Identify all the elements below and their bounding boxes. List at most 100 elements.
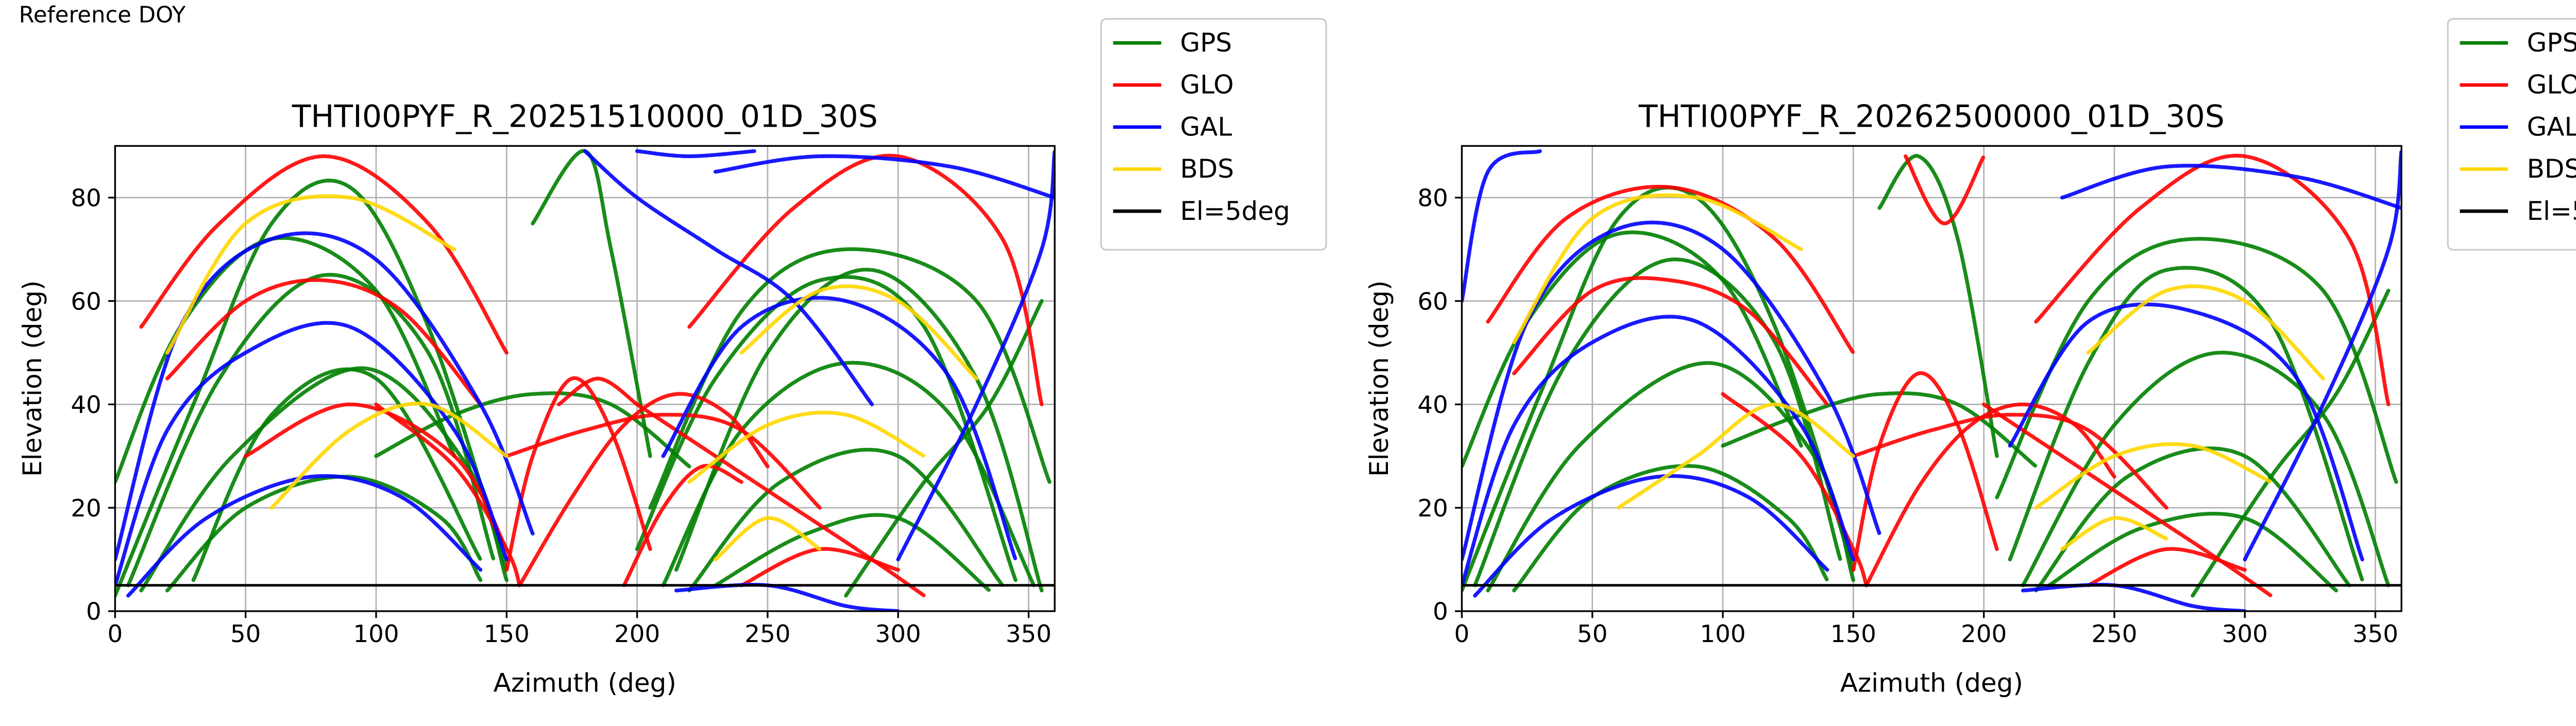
tick-label-x: 350: [2352, 620, 2398, 648]
arc-gal: [115, 321, 509, 587]
tick-label-x: 0: [1454, 620, 1470, 648]
arc-gps: [1995, 237, 2398, 499]
arc-gal: [635, 149, 757, 159]
arc-gal: [2243, 149, 2402, 562]
arc-glo: [1864, 402, 2116, 587]
arc-glo: [1981, 402, 2273, 598]
legend-label: BDS: [2527, 154, 2576, 184]
tick-label-y: 20: [1417, 495, 1448, 523]
arc-glo: [1851, 412, 2168, 510]
arc-bds: [713, 516, 822, 562]
tick-label-x: 0: [108, 620, 123, 648]
arc-gal: [2060, 164, 2402, 210]
arc-gps: [674, 268, 1044, 593]
arc-bds: [2086, 284, 2325, 381]
arc-gps: [191, 367, 483, 582]
arc-gps: [713, 513, 992, 593]
legend-label: GPS: [2527, 28, 2576, 58]
arc-gal: [1462, 220, 1882, 562]
y-axis-label: Elevation (deg): [18, 280, 47, 476]
arc-gps: [126, 273, 496, 587]
arc-bds: [739, 284, 978, 381]
legend-label: GAL: [2527, 112, 2576, 142]
tick-label-x: 50: [1577, 620, 1607, 648]
arc-gal: [674, 582, 900, 611]
tick-label-x: 100: [353, 620, 399, 648]
legend-label: GLO: [1180, 70, 1234, 100]
tick-label-y: 60: [1417, 288, 1448, 316]
y-axis-label: Elevation (deg): [1364, 280, 1394, 476]
legend-label: GAL: [1180, 112, 1232, 142]
arc-gps: [1462, 185, 1856, 593]
arc-bds: [687, 410, 926, 484]
tick-label-x: 250: [2091, 620, 2137, 648]
arc-gps: [2034, 446, 2351, 593]
arc-glo: [1721, 392, 1869, 587]
arc-glo: [1486, 184, 1856, 355]
plot-frame: [1461, 145, 2402, 612]
arc-gps: [1462, 230, 1803, 469]
tick-label-x: 150: [484, 620, 530, 648]
tick-label-y: 80: [71, 184, 101, 212]
legend: GPS GLO GAL BDS El=5deg: [1100, 18, 1327, 251]
arc-glo: [165, 278, 483, 407]
figure-header-text: Reference DOY: [19, 3, 186, 29]
tick-label-y: 0: [1433, 598, 1448, 626]
arc-glo: [504, 376, 652, 572]
tick-label-x: 350: [1006, 620, 1052, 648]
arc-gps: [2021, 351, 2391, 587]
arc-gps: [115, 179, 509, 598]
arc-bds: [165, 194, 456, 355]
legend-box: [2447, 18, 2576, 251]
arc-glo: [622, 463, 743, 587]
x-axis-label: Azimuth (deg): [494, 668, 676, 698]
legend-label: El=5deg: [1180, 196, 1290, 226]
tick-label-x: 200: [1961, 620, 2007, 648]
tick-label-x: 250: [744, 620, 790, 648]
arc-gps: [531, 149, 652, 458]
arc-gal: [2021, 582, 2247, 611]
legend: GPS GLO GAL BDS El=5deg: [2447, 18, 2576, 251]
arc-glo: [1903, 154, 1986, 226]
arc-glo: [517, 392, 770, 587]
tick-label-x: 150: [1831, 620, 1876, 648]
arc-gal: [115, 231, 535, 562]
arc-bds: [1616, 402, 1856, 510]
tick-label-y: 60: [71, 288, 101, 316]
plot-area: [1462, 149, 2402, 611]
tick-label-x: 100: [1700, 620, 1745, 648]
legend-label: BDS: [1180, 154, 1234, 184]
arc-glo: [635, 402, 926, 598]
arc-gps: [2008, 266, 2364, 582]
arc-glo: [1512, 276, 1829, 407]
chart-panel-2: 0 50 100 150 200 250 300 350 0 20 40 60 80 THTI00PYF_…: [1364, 18, 2576, 698]
plot-frame: [114, 145, 1056, 612]
x-axis-label: Azimuth (deg): [1840, 668, 2023, 698]
arc-gps: [1512, 464, 1829, 593]
legend-box: [1100, 18, 1327, 251]
chart-title: THTI00PYF_R_20262500000_01D_30S: [1638, 99, 2225, 135]
arc-gps: [2047, 512, 2338, 593]
legend-label: El=5deg: [2527, 196, 2576, 226]
arc-gps: [1877, 154, 1999, 458]
arc-glo: [2034, 153, 2391, 407]
tick-label-x: 300: [2222, 620, 2268, 648]
tick-label-x: 300: [875, 620, 921, 648]
arc-gps: [687, 447, 1005, 593]
arc-gps: [1473, 257, 1842, 587]
arc-gal: [713, 154, 1055, 200]
arc-gal: [1462, 149, 1543, 303]
arc-glo: [139, 154, 509, 355]
chart-title: THTI00PYF_R_20251510000_01D_30S: [292, 99, 878, 135]
tick-label-y: 20: [71, 495, 101, 523]
tick-label-x: 50: [230, 620, 261, 648]
tick-label-y: 40: [71, 391, 101, 419]
arc-bds: [2060, 516, 2168, 551]
arc-gal: [583, 149, 874, 407]
arc-glo: [2086, 547, 2247, 587]
tick-label-x: 200: [614, 620, 660, 648]
chart-panel-1: 0 50 100 150 200 250 300 350 0 20 40 60 80 THTI00PYF_…: [18, 18, 1327, 698]
arc-bds: [1512, 193, 1803, 344]
